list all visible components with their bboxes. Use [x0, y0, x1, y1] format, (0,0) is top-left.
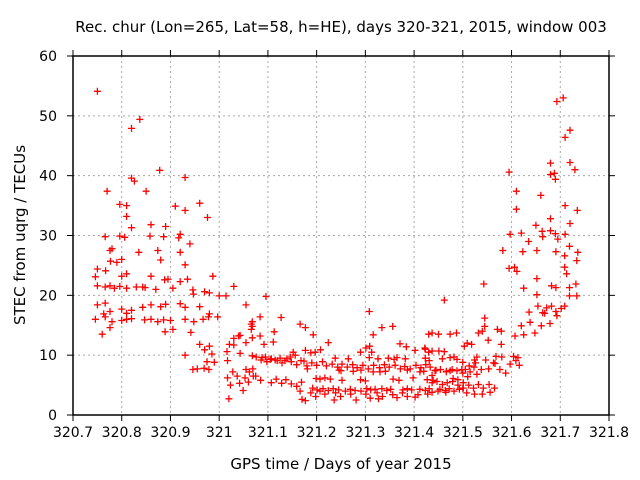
y-tick-label: 30: [39, 229, 57, 245]
x-tick-label: 321.4: [394, 425, 434, 441]
y-axis-label: STEC from uqrg / TECUs: [11, 144, 29, 326]
x-tick-label: 321.7: [540, 425, 580, 441]
data-points: [91, 87, 582, 405]
y-tick-label: 40: [39, 169, 57, 185]
axis-ticks: [67, 50, 615, 421]
y-tick-labels: 0 10 20 30 40 50 60: [39, 49, 57, 424]
x-tick-label: 321.3: [345, 425, 385, 441]
x-tick-label: 321.5: [443, 425, 483, 441]
grid-lines: [73, 56, 609, 415]
y-tick-label: 50: [39, 109, 57, 125]
x-axis-label: GPS time / Days of year 2015: [230, 455, 452, 473]
x-tick-labels: 320.7 320.8 320.9 321 321.1 321.2 321.3 321.4 32…: [53, 425, 629, 441]
x-tick-label: 321: [206, 425, 233, 441]
x-tick-label: 321.6: [491, 425, 531, 441]
x-tick-label: 321.1: [248, 425, 288, 441]
chart-title: Rec. chur (Lon=265, Lat=58, h=HE), days …: [75, 18, 607, 36]
y-tick-label: 10: [39, 348, 57, 364]
y-tick-label: 20: [39, 288, 57, 304]
y-tick-label: 0: [48, 408, 57, 424]
x-tick-label: 320.8: [102, 425, 142, 441]
y-tick-label: 60: [39, 49, 57, 65]
x-tick-label: 321.8: [589, 425, 629, 441]
x-tick-label: 320.7: [53, 425, 93, 441]
plot-border: [72, 55, 610, 416]
x-tick-label: 320.9: [150, 425, 190, 441]
x-tick-label: 321.2: [297, 425, 337, 441]
